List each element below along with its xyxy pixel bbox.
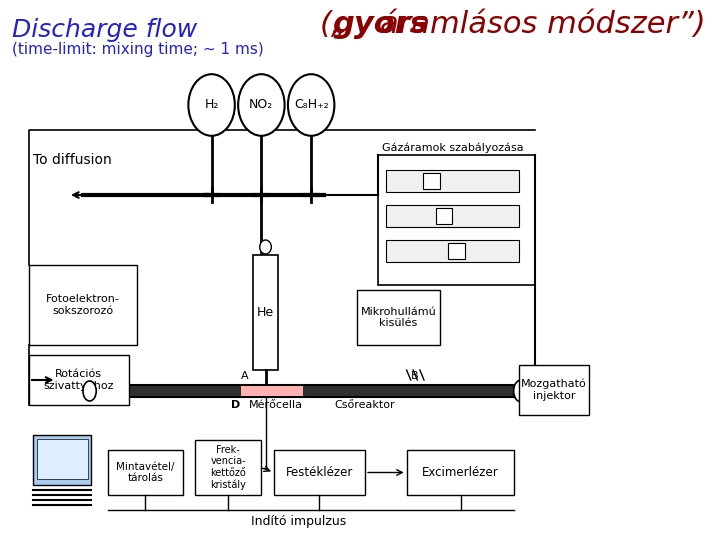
Text: Indító impulzus: Indító impulzus [251, 516, 346, 529]
Bar [29, 355, 129, 405]
Text: Excimerlézer: Excimerlézer [422, 466, 499, 479]
Text: NO₂: NO₂ [249, 98, 274, 111]
Ellipse shape [513, 380, 528, 402]
Text: Mérőcella: Mérőcella [249, 400, 303, 410]
Bar [386, 170, 518, 192]
Bar [108, 450, 183, 495]
Bar [448, 243, 464, 259]
Ellipse shape [260, 240, 271, 254]
Ellipse shape [238, 74, 284, 136]
Bar [240, 386, 303, 396]
Bar [423, 173, 440, 189]
Bar [274, 450, 365, 495]
Text: Gázáramok szabályozása: Gázáramok szabályozása [382, 143, 523, 153]
Text: Fotoelektron-
sokszorozó: Fotoelektron- sokszorozó [46, 294, 120, 316]
Text: Rotációs
szivattyúhoz: Rotációs szivattyúhoz [44, 369, 114, 391]
Text: He: He [257, 306, 274, 319]
Text: A: A [241, 371, 248, 381]
Text: B: B [411, 371, 419, 381]
Bar [386, 205, 518, 227]
Bar [357, 290, 440, 345]
Bar [386, 240, 518, 262]
Text: Mozgatható
injektor: Mozgatható injektor [521, 379, 587, 401]
Text: Mintavétel/
tárolás: Mintavétel/ tárolás [116, 462, 174, 483]
Bar [33, 435, 91, 485]
Bar [195, 440, 261, 495]
Text: Discharge flow: Discharge flow [12, 18, 198, 42]
Ellipse shape [83, 381, 96, 401]
Bar [29, 265, 137, 345]
Bar [518, 365, 589, 415]
Text: (time-limit: mixing time; ~ 1 ms): (time-limit: mixing time; ~ 1 ms) [12, 42, 264, 57]
Text: C₈H₊₂: C₈H₊₂ [294, 98, 328, 111]
Text: D: D [231, 400, 240, 410]
Bar [253, 255, 278, 370]
Text: To diffusion: To diffusion [33, 153, 112, 167]
Bar [37, 439, 88, 479]
Bar [377, 155, 535, 285]
Text: („: („ [320, 10, 347, 39]
Text: gyors: gyors [333, 10, 428, 39]
Text: Festéklézer: Festéklézer [286, 466, 353, 479]
Text: Frek-
vencia-
kettőző
kristály: Frek- vencia- kettőző kristály [210, 445, 246, 490]
Bar [83, 385, 515, 397]
Text: Mikrohullámú
kisülés: Mikrohullámú kisülés [361, 307, 436, 328]
Ellipse shape [288, 74, 334, 136]
Text: H₂: H₂ [204, 98, 219, 111]
Bar [436, 208, 452, 224]
Ellipse shape [189, 74, 235, 136]
Bar [407, 450, 515, 495]
Text: Csőreaktor: Csőreaktor [335, 400, 395, 410]
Text: áramlásos módszer”): áramlásos módszer”) [380, 10, 706, 39]
